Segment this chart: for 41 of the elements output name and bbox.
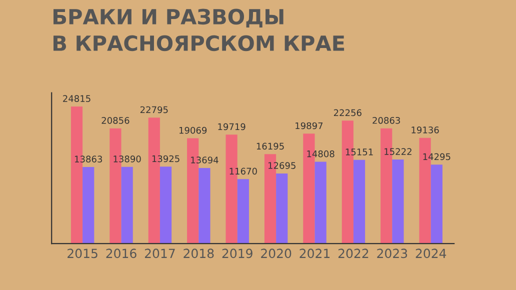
bar [82,167,94,244]
data-label: 19719 [218,123,246,130]
x-tick-label: 2017 [144,248,175,258]
bar [121,166,133,244]
data-label: 13863 [74,156,102,162]
x-tick-label: 2024 [416,248,446,258]
data-label: 22256 [334,109,362,116]
x-tick-label: 2019 [222,248,252,258]
data-label: 13925 [152,155,180,162]
bar [276,173,288,244]
data-label: 19897 [296,122,323,130]
data-label: 20863 [372,116,400,124]
chart-title: БРАКИ И РАЗВОДЫ В КРАСНОЯРСКОМ КРАЕ [54,8,344,52]
bar [237,179,249,244]
bar [353,160,366,244]
data-label: 19069 [179,126,207,134]
x-tick-label: 2020 [261,248,292,258]
x-tick-label: 2016 [106,248,136,258]
bar [430,164,442,244]
x-tick-label: 2018 [184,248,214,258]
data-label: 22795 [140,106,168,114]
bar [392,160,404,244]
x-tick-label: 2015 [68,248,98,258]
bar [160,166,172,244]
data-label: 16195 [256,142,284,150]
data-label: 20856 [102,117,130,124]
data-label: 14808 [307,150,334,158]
x-tick-label: 2023 [377,248,408,258]
data-label: 19136 [412,126,439,134]
x-tick-label: 2022 [338,248,368,258]
data-label: 14295 [423,153,450,160]
data-label: 11670 [230,168,257,175]
data-label: 13890 [114,156,141,162]
x-tick-label: 2021 [300,248,330,258]
data-label: 24815 [63,95,90,102]
bar [314,162,326,244]
data-label: 15222 [384,148,412,155]
bar [198,168,210,244]
data-label: 13694 [191,156,218,164]
data-label: 15151 [346,148,373,156]
data-label: 12695 [268,162,296,169]
